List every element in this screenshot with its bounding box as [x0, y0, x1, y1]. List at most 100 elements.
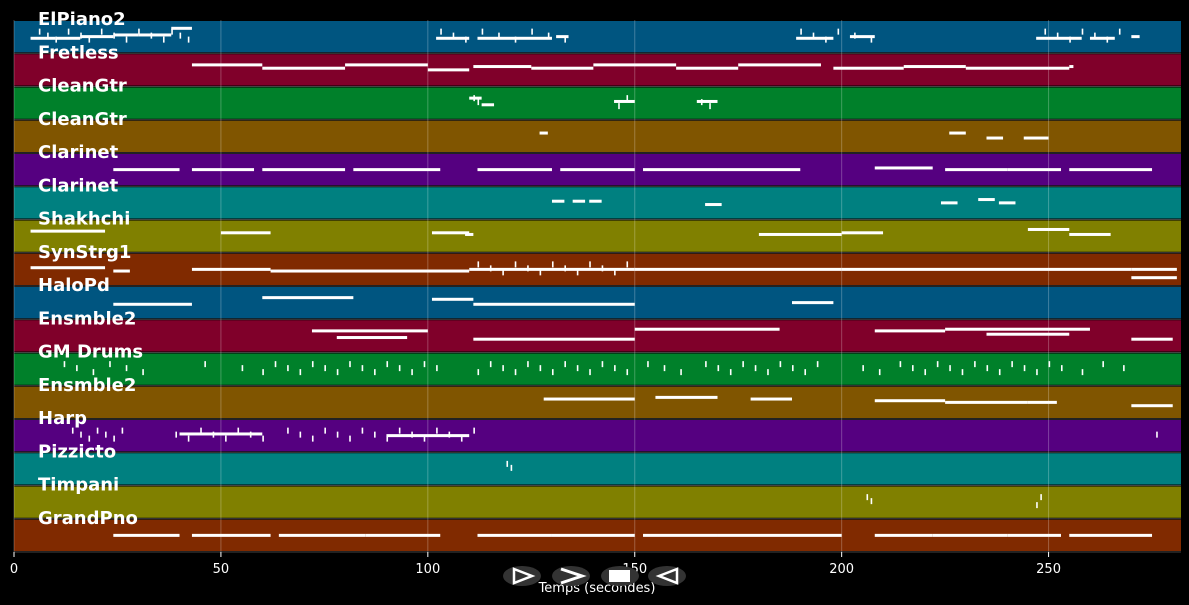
note-tick — [361, 365, 364, 372]
note-tick — [878, 369, 881, 376]
note-tick — [539, 365, 542, 372]
track-label: ElPiano2 — [38, 9, 126, 30]
note-bar — [551, 533, 635, 537]
note-bar — [1131, 35, 1140, 39]
note-bar — [477, 168, 552, 172]
track-label: SynStrg1 — [38, 242, 131, 263]
note-bar — [643, 533, 718, 537]
note-bar — [469, 96, 482, 100]
note-tick — [1102, 361, 1104, 368]
note-tick — [527, 361, 529, 368]
note-bar — [539, 131, 548, 135]
note-tick — [589, 369, 591, 376]
note-bar — [171, 26, 192, 30]
note-tick — [465, 36, 467, 43]
note-bar — [750, 397, 792, 401]
note-tick — [870, 498, 873, 505]
note-bar — [427, 68, 470, 72]
stop-button[interactable] — [601, 566, 639, 586]
note-tick — [1044, 28, 1047, 35]
note-bar — [477, 36, 552, 40]
note-tick — [162, 36, 165, 43]
note-tick — [866, 494, 869, 501]
note-bar — [262, 66, 346, 70]
note-tick — [489, 361, 492, 368]
track-label: Harp — [38, 408, 87, 429]
note-tick — [816, 361, 819, 368]
note-tick — [1060, 365, 1063, 372]
note-tick — [1094, 32, 1096, 39]
note-bar — [634, 327, 780, 331]
track-labels: ElPiano2 Fretless CleanGtr CleanGtr Clarinet… — [38, 9, 143, 529]
note-bar — [717, 168, 801, 172]
note-tick — [92, 369, 95, 376]
x-tick-label: 50 — [213, 562, 230, 577]
note-tick — [411, 369, 413, 376]
note-bar — [676, 66, 739, 70]
note-tick — [1048, 361, 1051, 368]
play-button[interactable] — [503, 566, 541, 586]
note-bar — [270, 269, 470, 273]
note-tick — [527, 265, 529, 272]
note-bar — [1131, 267, 1177, 271]
note-tick — [949, 365, 951, 372]
rewind-button[interactable] — [648, 566, 686, 586]
note-tick — [299, 431, 302, 438]
note-bar — [191, 168, 255, 172]
note-bar — [1131, 276, 1177, 280]
note-tick — [398, 427, 401, 434]
note-tick — [626, 95, 629, 102]
note-tick — [717, 365, 720, 372]
note-bar — [792, 301, 834, 305]
note-tick — [626, 261, 629, 268]
note-bar — [481, 103, 495, 107]
x-tick-label: 250 — [1036, 562, 1061, 577]
note-tick — [647, 361, 649, 368]
note-tick — [1056, 32, 1059, 39]
note-bar — [262, 168, 346, 172]
note-tick — [71, 427, 74, 434]
note-tick — [241, 365, 244, 372]
note-tick — [299, 369, 302, 376]
note-tick — [311, 361, 314, 368]
track-row — [14, 120, 1181, 152]
note-tick — [680, 369, 682, 376]
note-tick — [564, 265, 566, 272]
track-row — [14, 220, 1181, 252]
note-tick — [179, 32, 182, 39]
track-label: Ensmble2 — [38, 308, 136, 329]
note-tick — [961, 369, 964, 376]
note-bar — [473, 302, 635, 306]
stop-icon — [609, 570, 630, 582]
note-bar — [386, 434, 470, 438]
note-bar — [705, 203, 722, 207]
note-tick — [349, 435, 351, 442]
note-bar — [643, 168, 718, 172]
note-tick — [121, 427, 124, 434]
note-tick — [539, 269, 542, 276]
note-tick — [514, 36, 517, 43]
note-bar — [945, 168, 1008, 172]
note-tick — [473, 95, 475, 102]
note-bar — [191, 533, 271, 537]
note-bar — [758, 232, 842, 236]
note-tick — [1118, 28, 1121, 35]
note-tick — [1040, 494, 1042, 501]
note-tick — [767, 369, 769, 376]
note-tick — [729, 369, 732, 376]
note-tick — [547, 32, 550, 39]
note-tick — [986, 365, 989, 372]
note-bar — [903, 65, 966, 69]
tracks-layer — [14, 21, 1181, 553]
note-tick — [837, 28, 840, 35]
note-tick — [55, 36, 57, 43]
track-label: Clarinet — [38, 175, 119, 196]
note-tick — [175, 431, 177, 438]
note-bar — [1007, 168, 1061, 172]
note-tick — [249, 431, 252, 438]
note-bar — [1131, 337, 1173, 341]
note-bar — [1027, 400, 1057, 404]
note-tick — [912, 365, 914, 372]
forward-button[interactable] — [552, 566, 590, 586]
